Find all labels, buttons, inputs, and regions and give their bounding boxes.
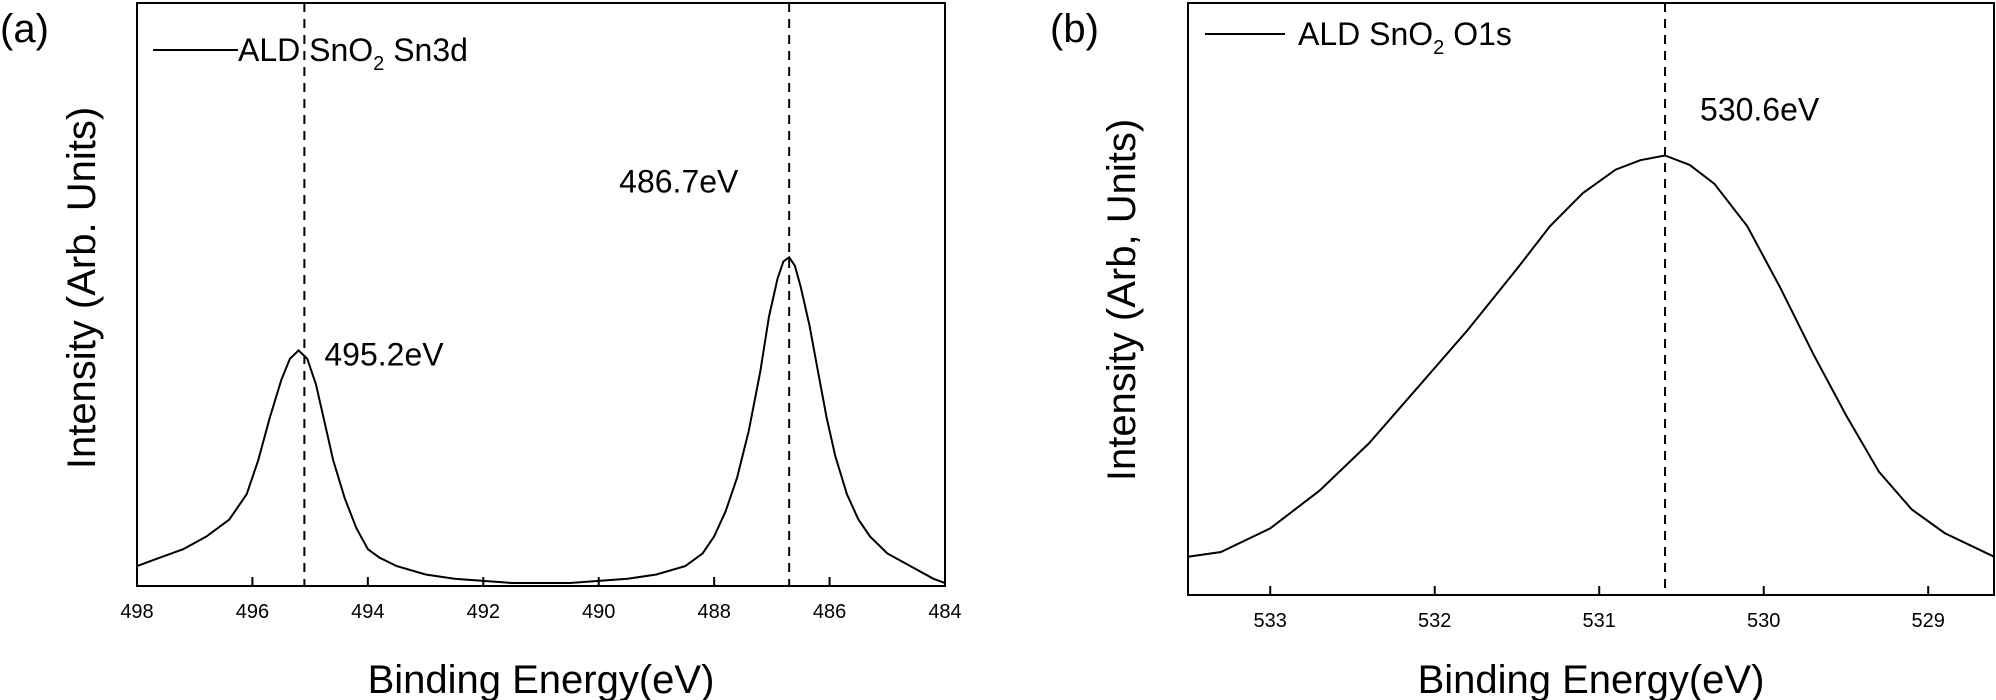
panel-b-peak-label: 530.6eV bbox=[1700, 91, 1820, 127]
panel-a-reference-lines: 495.2eV 486.7eV bbox=[303, 3, 791, 586]
panel-b-y-axis-title: Intensity (Arb, Units) bbox=[1100, 119, 1144, 481]
panel-b-x-tick-label: 529 bbox=[1912, 610, 1945, 632]
panel-a-x-tick-label: 492 bbox=[467, 601, 500, 623]
panel-a-legend-entry: ALD SnO2 Sn3d bbox=[238, 32, 468, 75]
panel-a-legend-name: ALD SnO bbox=[238, 32, 373, 68]
panel-b-legend-subscript: 2 bbox=[1433, 37, 1444, 59]
panel-a-x-tick-label: 490 bbox=[582, 601, 615, 623]
panel-b-label: (b) bbox=[1050, 7, 1099, 51]
panel-b: (b) 533 532 531 530 529 530.6eV ALD SnO2 O1s… bbox=[1050, 2, 1995, 700]
panel-a: (a) 498 496 494 492 490 488 486 484 495.2eV 486.… bbox=[0, 2, 962, 700]
panel-a-series-line bbox=[136, 255, 946, 584]
panel-a-peak-label: 486.7eV bbox=[619, 163, 739, 199]
panel-a-plot-frame bbox=[136, 2, 946, 587]
panel-b-plot-frame bbox=[1187, 2, 1995, 596]
panel-b-legend-suffix: O1s bbox=[1444, 16, 1512, 52]
panel-b-x-tick-label: 531 bbox=[1583, 610, 1616, 632]
panel-a-x-ticks: 498 496 494 492 490 488 486 484 bbox=[120, 577, 962, 623]
panel-a-x-tick-label: 494 bbox=[351, 601, 384, 623]
panel-a-label: (a) bbox=[0, 7, 49, 51]
panel-a-x-tick-label: 488 bbox=[697, 601, 730, 623]
panel-a-x-axis-title: Binding Energy(eV) bbox=[368, 658, 715, 700]
panel-b-legend-entry: ALD SnO2 O1s bbox=[1298, 16, 1512, 59]
panel-a-y-axis-title: Intensity (Arb. Units) bbox=[60, 107, 104, 469]
panel-b-x-axis-title: Binding Energy(eV) bbox=[1418, 658, 1765, 700]
panel-a-legend-subscript: 2 bbox=[373, 53, 384, 75]
panel-b-x-tick-label: 530 bbox=[1747, 610, 1780, 632]
panel-b-x-tick-label: 533 bbox=[1254, 610, 1287, 632]
panel-a-legend-suffix: Sn3d bbox=[384, 32, 468, 68]
panel-a-x-tick-label: 486 bbox=[813, 601, 846, 623]
panel-a-x-tick-label: 496 bbox=[236, 601, 269, 623]
panel-b-legend-name: ALD SnO bbox=[1298, 16, 1433, 52]
panel-a-x-tick-label: 484 bbox=[928, 601, 961, 623]
panel-b-series-line bbox=[1187, 154, 1995, 558]
panel-b-x-ticks: 533 532 531 530 529 bbox=[1254, 586, 1945, 632]
panel-a-peak-label: 495.2eV bbox=[324, 336, 444, 372]
panel-a-x-tick-label: 498 bbox=[120, 601, 153, 623]
panel-b-reference-lines: 530.6eV bbox=[1664, 3, 1820, 595]
panel-b-x-tick-label: 532 bbox=[1418, 610, 1451, 632]
